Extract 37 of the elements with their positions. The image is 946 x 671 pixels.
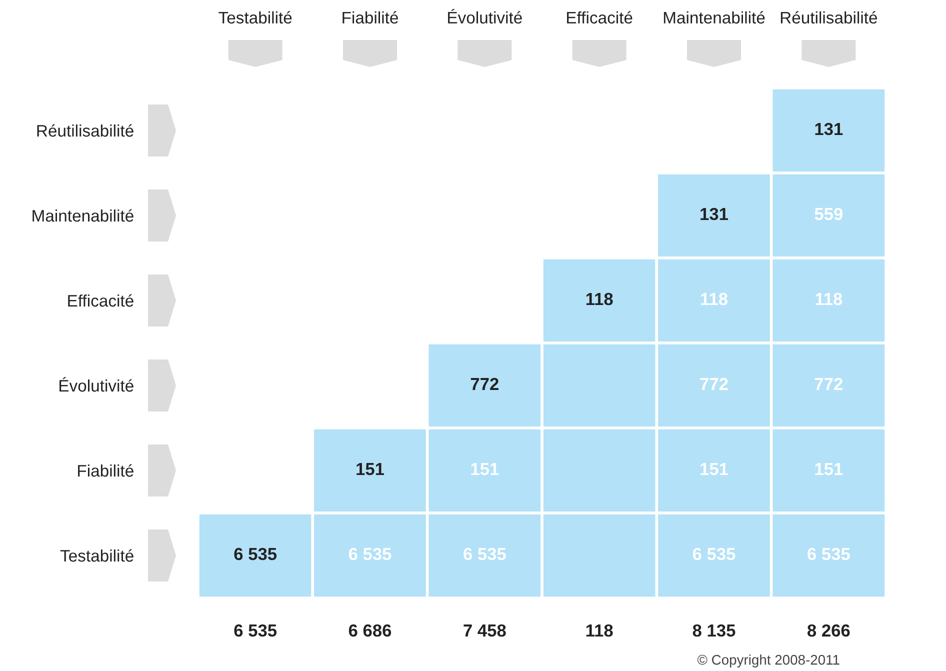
text: 118 [586, 624, 613, 637]
data-label: 131 [815, 122, 843, 136]
data-label: 772 [700, 378, 728, 390]
y-tick-label: Efficacité [68, 294, 134, 307]
data-label: 772 [470, 378, 498, 390]
data-label: 6 535 [808, 548, 850, 560]
text: 7 458 [464, 624, 506, 637]
x-tick-label: Évolutivité [448, 8, 522, 24]
data-label: 131 [700, 208, 728, 220]
y-tick-label: Évolutivité [60, 377, 134, 392]
data-label: 151 [815, 463, 843, 476]
x-tick-label: Réutilisabilité [780, 11, 878, 24]
y-tick-label: Réutilisabilité [37, 124, 134, 137]
text: 8 266 [807, 624, 850, 637]
text: 8 135 [692, 624, 736, 637]
data-label: 151 [700, 463, 728, 476]
x-tick-label: Maintenabilité [664, 11, 765, 24]
data-label: 6 535 [692, 548, 736, 560]
data-label: 772 [814, 378, 842, 390]
data-label: 151 [356, 463, 384, 476]
text: © Copyright 2008-2011 [697, 654, 840, 668]
data-label: 118 [816, 292, 842, 306]
data-label: 118 [701, 292, 728, 306]
x-tick-label: Fiabilité [342, 11, 398, 24]
x-tick-label: Testabilité [218, 11, 292, 24]
data-label: 559 [814, 208, 843, 220]
y-tick-label: Fiabilité [78, 464, 134, 477]
x-tick-label: Efficacité [567, 11, 632, 24]
data-label: 151 [471, 463, 499, 476]
text: 6 535 [234, 624, 277, 637]
data-label: 118 [586, 292, 613, 306]
y-tick-label: Maintenabilité [32, 209, 134, 222]
data-label: 6 535 [464, 548, 506, 560]
text: 6 686 [348, 624, 392, 637]
data-label: 6 535 [348, 548, 392, 560]
data-label: 6 535 [234, 548, 277, 560]
y-tick-label: Testabilité [60, 549, 134, 562]
